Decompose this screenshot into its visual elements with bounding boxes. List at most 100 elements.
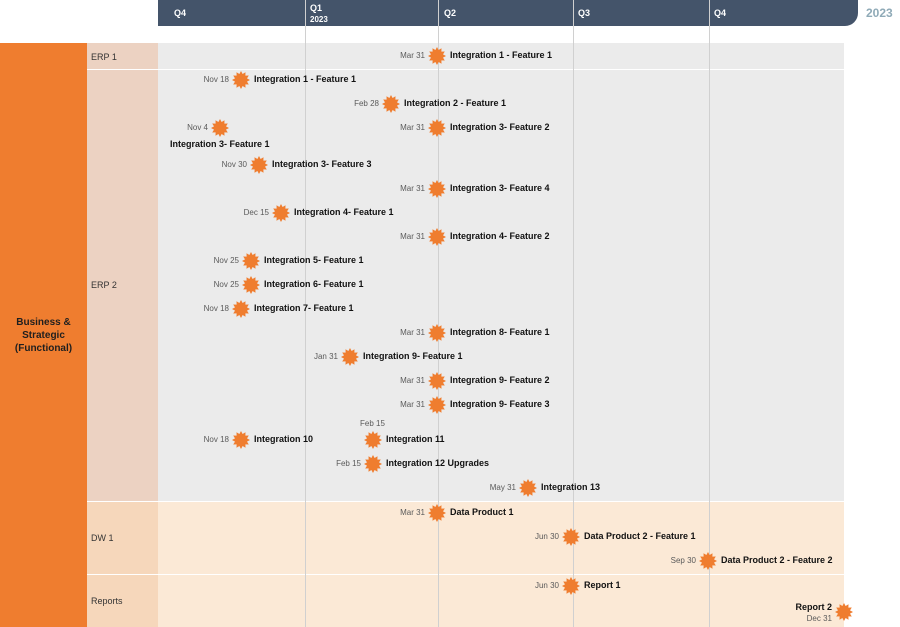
- milestone-date: Dec 15: [243, 208, 269, 217]
- quarter-gridline: [709, 0, 710, 627]
- milestone-date: Mar 31: [400, 508, 425, 517]
- row-separator: [87, 574, 844, 575]
- starburst-icon[interactable]: [232, 300, 250, 318]
- milestone-title[interactable]: Integration 1 - Feature 1: [450, 50, 553, 60]
- starburst-icon[interactable]: [428, 372, 446, 390]
- milestone-title[interactable]: Integration 9- Feature 2: [450, 375, 550, 385]
- milestone-title[interactable]: Report 1: [584, 580, 621, 590]
- milestone-title[interactable]: Integration 9- Feature 1: [363, 351, 463, 361]
- milestone-title[interactable]: Data Product 1: [450, 507, 514, 517]
- milestone-date: Nov 25: [213, 280, 239, 289]
- quarter-year: 2023: [310, 15, 328, 24]
- milestone-date: Feb 15: [360, 419, 385, 428]
- starburst-icon[interactable]: [428, 228, 446, 246]
- milestone-title[interactable]: Report 2: [795, 602, 832, 612]
- starburst-icon[interactable]: [519, 479, 537, 497]
- starburst-icon[interactable]: [364, 431, 382, 449]
- milestone-date: Nov 25: [213, 256, 239, 265]
- milestone-title[interactable]: Integration 3- Feature 4: [450, 183, 550, 193]
- milestone-title[interactable]: Integration 11: [386, 434, 445, 444]
- lane-label-band-erp: [87, 43, 158, 501]
- row-separator: [87, 501, 844, 502]
- row-separator: [87, 69, 844, 70]
- milestone-title[interactable]: Data Product 2 - Feature 1: [584, 531, 696, 541]
- milestone-date: Feb 15: [336, 459, 361, 468]
- starburst-icon[interactable]: [562, 528, 580, 546]
- milestone-date: Mar 31: [400, 376, 425, 385]
- lane-band-dw: [158, 501, 844, 627]
- quarter-gridline: [573, 0, 574, 627]
- starburst-icon[interactable]: [232, 71, 250, 89]
- starburst-icon[interactable]: [211, 119, 229, 137]
- starburst-icon[interactable]: [562, 577, 580, 595]
- quarter-gridline: [438, 0, 439, 627]
- milestone-date: Mar 31: [400, 232, 425, 241]
- starburst-icon[interactable]: [232, 431, 250, 449]
- milestone-title[interactable]: Integration 3- Feature 1: [170, 139, 270, 149]
- starburst-icon[interactable]: [428, 324, 446, 342]
- quarter-label: Q4: [714, 8, 727, 18]
- lane-label-erp1: ERP 1: [91, 52, 117, 62]
- milestone-date: Nov 30: [221, 160, 247, 169]
- starburst-icon[interactable]: [242, 252, 260, 270]
- starburst-icon[interactable]: [250, 156, 268, 174]
- milestone-title[interactable]: Data Product 2 - Feature 2: [721, 555, 833, 565]
- milestone-date: Dec 31: [806, 614, 832, 623]
- timescale-bar: [158, 0, 858, 26]
- starburst-icon[interactable]: [382, 95, 400, 113]
- starburst-icon[interactable]: [341, 348, 359, 366]
- milestone-title[interactable]: Integration 8- Feature 1: [450, 327, 550, 337]
- milestone-title[interactable]: Integration 13: [541, 482, 601, 492]
- starburst-icon[interactable]: [364, 455, 382, 473]
- milestone-date: Mar 31: [400, 400, 425, 409]
- milestone-date: Mar 31: [400, 51, 425, 60]
- starburst-icon[interactable]: [428, 504, 446, 522]
- lane-label-dw1: DW 1: [91, 533, 114, 543]
- quarter-label: Q2: [444, 8, 457, 18]
- milestone-title[interactable]: Integration 4- Feature 2: [450, 231, 550, 241]
- milestone-date: Nov 18: [203, 304, 229, 313]
- milestone-title[interactable]: Integration 1 - Feature 1: [254, 74, 357, 84]
- starburst-icon[interactable]: [428, 47, 446, 65]
- starburst-icon[interactable]: [272, 204, 290, 222]
- milestone-title[interactable]: Integration 7- Feature 1: [254, 303, 354, 313]
- milestone-date: Nov 4: [187, 123, 208, 132]
- milestone-date: Mar 31: [400, 184, 425, 193]
- milestone-date: Jan 31: [313, 352, 338, 361]
- lane-label-reports: Reports: [91, 596, 123, 606]
- quarter-label: Q1: [310, 3, 323, 13]
- milestone-date: Jun 30: [534, 532, 559, 541]
- quarter-label: Q3: [578, 8, 591, 18]
- swimlane-title: Business & Strategic (Functional): [14, 317, 73, 354]
- milestone-date: Mar 31: [400, 123, 425, 132]
- milestone-title[interactable]: Integration 12 Upgrades: [386, 458, 490, 468]
- lane-band-erp: [158, 43, 844, 501]
- milestone-date: Feb 28: [354, 99, 379, 108]
- starburst-icon[interactable]: [242, 276, 260, 294]
- lane-label-band-dw: [87, 501, 158, 627]
- milestone-date: May 31: [489, 483, 516, 492]
- milestone-date: Nov 18: [203, 75, 229, 84]
- starburst-icon[interactable]: [699, 552, 717, 570]
- milestone-date: Jun 30: [534, 581, 559, 590]
- milestone-date: Nov 18: [203, 435, 229, 444]
- quarter-gridline: [305, 0, 306, 627]
- lane-label-erp2: ERP 2: [91, 280, 117, 290]
- end-year-label: 2023: [866, 6, 893, 20]
- milestone-title[interactable]: Integration 4- Feature 1: [294, 207, 394, 217]
- milestone-title[interactable]: Integration 10: [254, 434, 314, 444]
- milestone-date: Mar 31: [400, 328, 425, 337]
- starburst-icon[interactable]: [428, 396, 446, 414]
- milestone-title[interactable]: Integration 5- Feature 1: [264, 255, 364, 265]
- milestone-date: Sep 30: [670, 556, 696, 565]
- milestone-title[interactable]: Integration 3- Feature 2: [450, 122, 550, 132]
- starburst-icon[interactable]: [428, 119, 446, 137]
- milestone-title[interactable]: Integration 3- Feature 3: [272, 159, 372, 169]
- starburst-icon[interactable]: [835, 603, 853, 621]
- quarter-label: Q4: [174, 8, 187, 18]
- milestone-title[interactable]: Integration 6- Feature 1: [264, 279, 364, 289]
- milestone-title[interactable]: Integration 2 - Feature 1: [404, 98, 507, 108]
- swimlane-header: [0, 43, 87, 627]
- starburst-icon[interactable]: [428, 180, 446, 198]
- milestone-title[interactable]: Integration 9- Feature 3: [450, 399, 550, 409]
